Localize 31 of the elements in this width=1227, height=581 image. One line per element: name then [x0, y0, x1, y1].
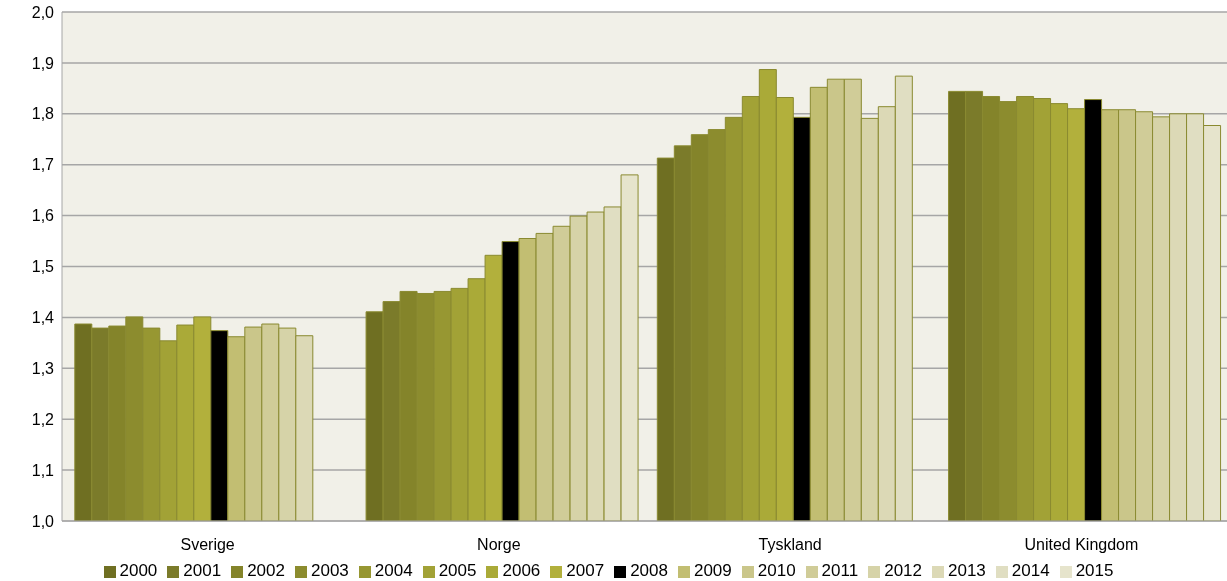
- y-tick-label: 1,7: [31, 156, 55, 174]
- y-tick-label: 1,3: [31, 359, 55, 377]
- legend-label: 2014: [1011, 561, 1050, 580]
- y-tick-label: 1,6: [31, 207, 55, 225]
- legend-label: 2011: [821, 561, 859, 580]
- y-tick-label: 1,8: [31, 105, 55, 123]
- y-tick-label: 1,9: [31, 54, 55, 72]
- legend-label: 2004: [374, 561, 413, 580]
- x-tick-label: Sverige: [180, 536, 235, 554]
- legend-label: 2002: [247, 561, 285, 580]
- legend-label: 2003: [310, 561, 349, 580]
- legend-label: 2010: [757, 561, 796, 580]
- y-tick-label: 1,1: [31, 461, 55, 479]
- legend-label: 2015: [1075, 561, 1114, 580]
- legend-label: 2005: [438, 561, 477, 580]
- legend-label: 2001: [183, 561, 222, 580]
- y-tick-label: 1,0: [31, 512, 55, 530]
- x-tick-label: United Kingdom: [1024, 536, 1139, 554]
- y-tick-label: 1,4: [31, 309, 55, 327]
- legend-label: 2006: [502, 561, 541, 580]
- legend-label: 2007: [566, 561, 605, 580]
- legend-label: 2013: [948, 561, 986, 580]
- y-tick-label: 1,2: [31, 410, 55, 428]
- legend-label: 2009: [693, 561, 732, 580]
- x-tick-label: Norge: [477, 536, 521, 554]
- legend-label: 2000: [119, 561, 158, 580]
- legend-label: 2008: [630, 561, 668, 580]
- y-tick-label: 1,5: [31, 258, 55, 276]
- legend-label: 2012: [884, 561, 922, 580]
- y-tick-label: 2,0: [31, 3, 55, 21]
- x-tick-label: Tyskland: [758, 536, 822, 554]
